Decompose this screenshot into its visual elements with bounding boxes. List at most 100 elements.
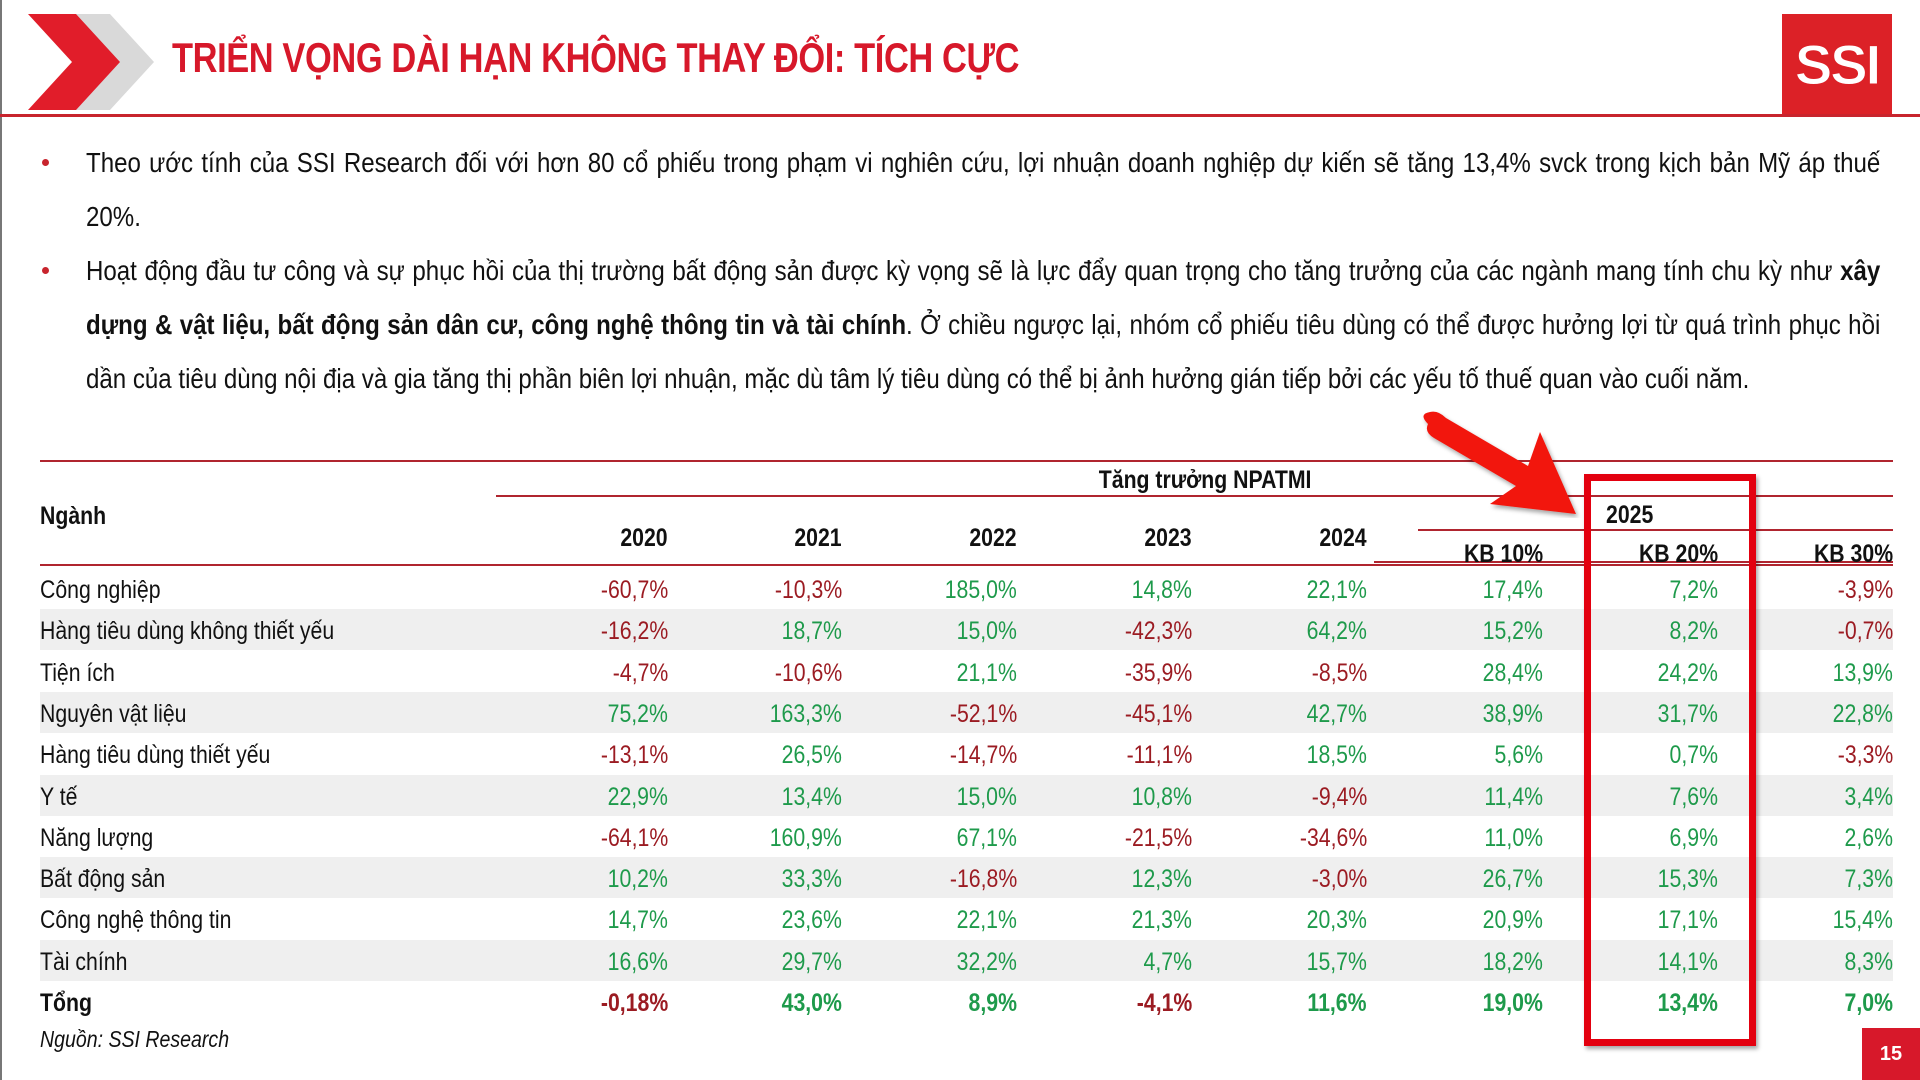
growth-value: 11,4% xyxy=(1484,782,1543,811)
growth-value: -8,5% xyxy=(1311,658,1367,687)
growth-value: -13,1% xyxy=(600,741,668,770)
growth-value: 11,0% xyxy=(1484,823,1543,852)
sector-name: Tổng xyxy=(40,989,92,1017)
growth-value: 19,0% xyxy=(1482,989,1543,1017)
growth-value: -64,1% xyxy=(600,823,668,852)
growth-value: 7,2% xyxy=(1669,576,1718,604)
growth-value: 0,7% xyxy=(1669,741,1718,770)
growth-value: 43,0% xyxy=(781,989,842,1017)
bullet-item: Theo ước tính của SSI Research đối với h… xyxy=(40,136,1880,244)
growth-value: 7,0% xyxy=(1844,989,1893,1017)
growth-value: 15,0% xyxy=(956,782,1017,811)
sector-name: Công nghiệp xyxy=(40,576,161,604)
growth-value: 13,9% xyxy=(1832,658,1893,687)
growth-value: 7,3% xyxy=(1844,865,1893,894)
growth-value: 13,4% xyxy=(781,782,842,811)
growth-value: -34,6% xyxy=(1299,823,1367,852)
growth-value: 15,0% xyxy=(956,617,1017,646)
growth-value: -3,9% xyxy=(1837,576,1893,604)
red-pointer-arrow-icon xyxy=(1423,411,1576,514)
sector-name: Y tế xyxy=(40,782,78,811)
column-header: KB 10% xyxy=(1463,540,1543,568)
growth-value: -9,4% xyxy=(1311,782,1367,811)
growth-value: 13,4% xyxy=(1657,989,1718,1017)
growth-value: -14,7% xyxy=(949,741,1017,770)
growth-value: 3,4% xyxy=(1844,782,1893,811)
sector-name: Năng lượng xyxy=(40,823,154,852)
bullet-text: Theo ước tính của SSI Research đối với h… xyxy=(86,147,1881,232)
growth-value: -3,3% xyxy=(1837,741,1893,770)
growth-value: 17,1% xyxy=(1657,906,1718,935)
growth-value: -0,18% xyxy=(600,989,668,1017)
table-row: Năng lượng -64,1% 160,9% 67,1% -21,5% -34,6% 1… xyxy=(40,816,1893,857)
growth-value: 163,3% xyxy=(769,699,842,728)
growth-value: 6,9% xyxy=(1669,823,1718,852)
growth-value: 42,7% xyxy=(1306,699,1367,728)
growth-value: 160,9% xyxy=(769,823,842,852)
growth-value: 16,6% xyxy=(607,947,668,976)
growth-value: 22,8% xyxy=(1832,699,1893,728)
page-title: TRIỂN VỌNG DÀI HẠN KHÔNG THAY ĐỔI: TÍCH … xyxy=(172,34,1020,81)
source-note: Nguồn: SSI Research xyxy=(40,1026,230,1052)
growth-value: -16,8% xyxy=(949,865,1017,894)
growth-value: -45,1% xyxy=(1124,699,1192,728)
growth-value: -42,3% xyxy=(1124,617,1192,646)
growth-value: 18,2% xyxy=(1482,947,1543,976)
growth-value: -3,0% xyxy=(1311,865,1367,894)
growth-value: 18,5% xyxy=(1306,741,1367,770)
growth-value: 12,3% xyxy=(1131,865,1192,894)
growth-value: -0,7% xyxy=(1837,617,1893,646)
growth-value: 15,4% xyxy=(1832,906,1893,935)
table-total-row: Tổng -0,18% 43,0% 8,9% -4,1% 11,6% 19,0% 13,4% 7… xyxy=(40,981,1893,1022)
bullet-dot-icon xyxy=(42,159,49,166)
growth-value: 21,3% xyxy=(1131,906,1192,935)
header-divider xyxy=(0,114,1920,117)
growth-value: 14,8% xyxy=(1131,576,1192,604)
year-2025-rule xyxy=(1418,529,1893,531)
growth-value: 14,7% xyxy=(607,906,668,935)
growth-value: 15,2% xyxy=(1482,617,1543,646)
sector-name: Nguyên vật liệu xyxy=(40,699,187,728)
growth-value: -16,2% xyxy=(600,617,668,646)
growth-value: 67,1% xyxy=(956,823,1017,852)
ssi-logo: SSI xyxy=(1782,14,1892,114)
growth-value: 29,7% xyxy=(781,947,842,976)
slide-left-border xyxy=(0,0,2,1080)
growth-value: 15,3% xyxy=(1657,865,1718,894)
growth-value: 11,6% xyxy=(1307,989,1367,1017)
growth-value: 33,3% xyxy=(781,865,842,894)
column-header: 2022 xyxy=(969,524,1017,552)
table-row: Hàng tiêu dùng thiết yếu -13,1% 26,5% -14,7… xyxy=(40,733,1893,774)
growth-value: -10,3% xyxy=(774,576,842,604)
column-header: KB 30% xyxy=(1813,540,1893,568)
group-header: Tăng trưởng NPATMI xyxy=(1098,466,1312,494)
growth-value: 20,9% xyxy=(1482,906,1543,935)
growth-value: 4,7% xyxy=(1143,947,1192,976)
column-header: 2021 xyxy=(794,524,842,552)
table-row: Hàng tiêu dùng không thiết yếu -16,2% 18,7… xyxy=(40,609,1893,651)
growth-value: 15,7% xyxy=(1306,947,1367,976)
growth-value: 10,2% xyxy=(607,865,668,894)
header-bottom-rule xyxy=(40,564,1893,566)
growth-value: -10,6% xyxy=(774,658,842,687)
growth-value: 38,9% xyxy=(1482,699,1543,728)
table-row: Tiện ích -4,7% -10,6% 21,1% -35,9% -8,5% 28,4%… xyxy=(40,651,1893,692)
sector-name: Hàng tiêu dùng thiết yếu xyxy=(40,741,271,770)
growth-value: 10,8% xyxy=(1131,782,1192,811)
sector-name: Tài chính xyxy=(40,947,128,976)
growth-value: 8,9% xyxy=(968,989,1017,1017)
growth-value: 8,3% xyxy=(1844,947,1893,976)
table-row: Công nghiệp -60,7% -10,3% 185,0% 14,8% 22,1% 1… xyxy=(40,568,1893,609)
growth-value: 18,7% xyxy=(781,617,842,646)
bullet-text: Hoạt động đầu tư công và sự phục hồi của… xyxy=(86,255,1881,394)
page-number: 15 xyxy=(1862,1028,1920,1080)
growth-value: -4,1% xyxy=(1136,989,1192,1017)
column-header: 2023 xyxy=(1144,524,1192,552)
growth-value: -60,7% xyxy=(600,576,668,604)
growth-value: 20,3% xyxy=(1306,906,1367,935)
bullet-dot-icon xyxy=(42,267,49,274)
growth-value: 32,2% xyxy=(956,947,1017,976)
growth-value: 21,1% xyxy=(956,658,1017,687)
column-header: KB 20% xyxy=(1638,540,1718,568)
scenario-rule xyxy=(1374,561,1893,563)
